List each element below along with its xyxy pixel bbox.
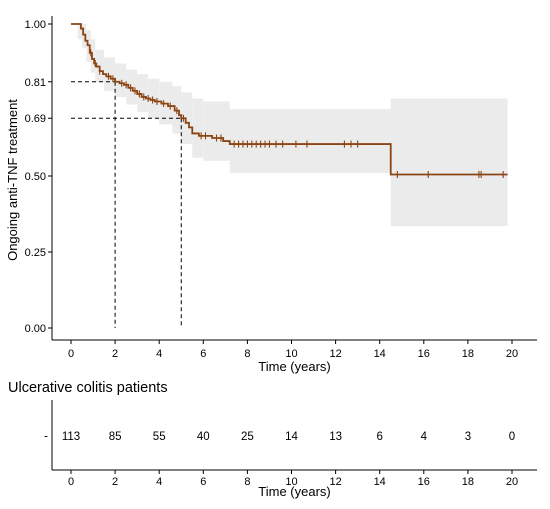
km-x-tick-label: 2 — [112, 348, 118, 360]
km-plot-panel: 0.00 0.25 0.50 0.69 0.81 1.00 0 2 4 6 8 10 12 14 16 18… — [5, 16, 537, 374]
risk-x-tick-label: 12 — [329, 476, 341, 488]
risk-count: 55 — [153, 431, 166, 443]
km-y-tick-label: 0.25 — [25, 247, 46, 259]
risk-count: 40 — [197, 431, 210, 443]
risk-count: 0 — [509, 431, 515, 443]
survival-step-line — [71, 23, 508, 176]
risk-x-axis-title: Time (years) — [258, 484, 330, 499]
risk-x-tick-label: 0 — [68, 476, 74, 488]
km-x-tick-label: 18 — [462, 348, 474, 360]
risk-table-title: Ulcerative colitis patients — [8, 380, 168, 396]
risk-x-tick-label: 16 — [418, 476, 430, 488]
km-x-tick-label: 12 — [329, 348, 341, 360]
reference-lines — [71, 81, 182, 328]
km-x-tick-label: 14 — [374, 348, 386, 360]
risk-values: 113 85 55 40 25 14 13 6 4 3 0 — [62, 431, 515, 443]
km-x-tick-label: 0 — [68, 348, 74, 360]
risk-count: 14 — [285, 431, 298, 443]
km-x-tick-label: 10 — [285, 348, 297, 360]
ci-band-segment — [148, 78, 160, 119]
ci-band-segment — [77, 24, 83, 40]
risk-x-tick-label: 8 — [244, 476, 250, 488]
censor-marks — [90, 49, 504, 178]
km-x-tick-label: 20 — [506, 348, 518, 360]
risk-count: 6 — [376, 431, 382, 443]
ci-band-segment — [90, 39, 96, 73]
risk-x-tick-label: 6 — [200, 476, 206, 488]
ci-band-segment — [137, 74, 149, 113]
km-y-tick-label: 1.00 — [25, 19, 46, 31]
risk-x-tick-label: 10 — [285, 476, 297, 488]
risk-count: 113 — [62, 431, 80, 443]
ci-band-segment — [181, 92, 193, 145]
survival-curve — [71, 23, 508, 176]
risk-x-tick-label: 2 — [112, 476, 118, 488]
risk-x-tick-label: 20 — [506, 476, 518, 488]
km-x-tick-label: 6 — [200, 348, 206, 360]
risk-x-tick-label: 4 — [156, 476, 162, 488]
km-y-axis-title: Ongoing anti-TNF treatment — [5, 99, 20, 261]
risk-x-tick-label: 14 — [374, 476, 386, 488]
km-x-tick-label: 8 — [244, 348, 250, 360]
ci-band-segment — [115, 63, 127, 97]
ci-band-segment — [192, 98, 204, 158]
risk-count: 13 — [329, 431, 342, 443]
ci-band-segment — [390, 98, 508, 227]
risk-count: 25 — [241, 431, 254, 443]
ci-band-segment — [104, 57, 116, 91]
ci-band-segment — [229, 109, 391, 173]
km-axes — [51, 16, 537, 341]
ci-band-segment — [82, 24, 87, 49]
risk-table-panel: Ulcerative colitis patients - 113 85 55 40 2… — [8, 380, 537, 499]
risk-x-ticks: 0 2 4 6 8 10 12 14 16 18 20 — [68, 470, 518, 488]
risk-row-tick-label: - — [44, 429, 48, 443]
ci-band-segment — [203, 101, 230, 161]
km-x-axis-title: Time (years) — [258, 359, 330, 374]
risk-count: 4 — [421, 431, 428, 443]
km-y-tick-label: 0.69 — [25, 113, 46, 125]
km-y-tick-label: 0.00 — [25, 323, 46, 335]
km-y-tick-label: 0.81 — [25, 77, 46, 89]
km-y-tick-label: 0.50 — [25, 171, 46, 183]
risk-count: 85 — [109, 431, 122, 443]
km-y-ticks: 0.00 0.25 0.50 0.69 0.81 1.00 — [25, 19, 52, 335]
risk-count: 3 — [465, 431, 471, 443]
risk-x-tick-label: 18 — [462, 476, 474, 488]
confidence-band — [71, 24, 508, 227]
km-x-ticks: 0 2 4 6 8 10 12 14 16 18 20 — [68, 340, 518, 360]
km-x-tick-label: 4 — [156, 348, 162, 360]
km-x-tick-label: 16 — [418, 348, 430, 360]
